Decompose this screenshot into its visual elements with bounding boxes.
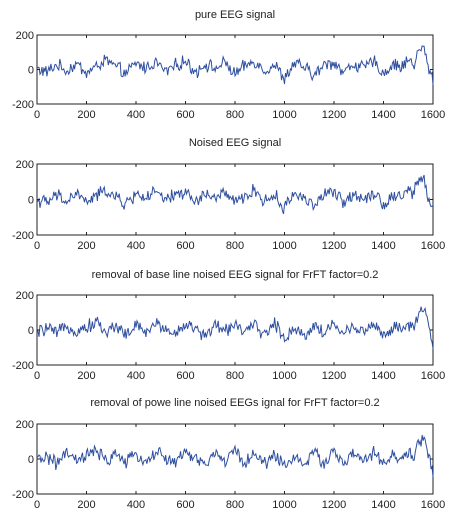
y-tick-label: -200 <box>12 230 34 242</box>
y-tick-label: -200 <box>12 99 34 111</box>
x-tick-label: 1600 <box>421 370 445 382</box>
x-tick-label: 0 <box>34 240 40 252</box>
x-tick-label: 800 <box>226 499 244 511</box>
signal-line <box>36 45 434 85</box>
x-tick-label: 0 <box>34 370 40 382</box>
x-tick-label: 600 <box>176 370 194 382</box>
x-tick-label: 0 <box>34 109 40 121</box>
y-tick-label: 0 <box>28 325 34 337</box>
subplot-title: Noised EEG signal <box>189 137 281 149</box>
x-tick-label: 400 <box>127 499 145 511</box>
x-tick-label: 0 <box>34 499 40 511</box>
x-tick-label: 1000 <box>272 370 296 382</box>
axes-box <box>36 34 434 105</box>
signal-line <box>36 306 434 349</box>
y-tick-label: 0 <box>28 454 34 466</box>
y-tick-label: 0 <box>28 195 34 207</box>
x-tick-label: 800 <box>226 109 244 121</box>
x-tick-label: 1200 <box>322 109 346 121</box>
x-tick-label: 1000 <box>272 240 296 252</box>
x-tick-label: 1200 <box>322 240 346 252</box>
x-tick-label: 400 <box>127 109 145 121</box>
x-tick-label: 800 <box>226 370 244 382</box>
x-tick-label: 200 <box>77 499 95 511</box>
x-tick-label: 1600 <box>421 499 445 511</box>
axes-box <box>36 294 434 366</box>
x-tick-label: 800 <box>226 240 244 252</box>
y-tick-label: -200 <box>12 360 34 372</box>
x-tick-label: 1200 <box>322 370 346 382</box>
y-tick-label: 200 <box>16 30 34 42</box>
signal-line <box>36 174 434 215</box>
x-tick-label: 1600 <box>421 240 445 252</box>
subplot-3: removal of base line noised EEG signal f… <box>12 269 445 382</box>
x-tick-label: 400 <box>127 370 145 382</box>
y-tick-label: 200 <box>16 290 34 302</box>
x-tick-label: 600 <box>176 109 194 121</box>
x-tick-label: 400 <box>127 240 145 252</box>
x-tick-label: 1200 <box>322 499 346 511</box>
x-tick-label: 600 <box>176 499 194 511</box>
x-tick-label: 1400 <box>371 109 395 121</box>
x-tick-label: 600 <box>176 240 194 252</box>
y-tick-label: 200 <box>16 159 34 171</box>
subplot-2: Noised EEG signal 0 200 400 600 800 1000 1200 14… <box>12 137 445 252</box>
x-tick-label: 200 <box>77 109 95 121</box>
x-tick-label: 1000 <box>272 109 296 121</box>
x-tick-label: 1400 <box>371 240 395 252</box>
x-tick-label: 1000 <box>272 499 296 511</box>
subplot-title: removal of powe line noised EEGs ignal f… <box>90 397 379 409</box>
y-tick-label: 200 <box>16 419 34 431</box>
x-tick-label: 1600 <box>421 109 445 121</box>
y-tick-label: 0 <box>28 65 34 77</box>
y-tick-label: -200 <box>12 489 34 501</box>
signal-line <box>36 434 434 477</box>
subplot-title: pure EEG signal <box>195 9 275 21</box>
x-tick-label: 200 <box>77 370 95 382</box>
axes-box <box>36 423 434 495</box>
subplot-1: pure EEG signal 0 200 400 600 800 1000 1200 1400… <box>12 9 445 121</box>
subplot-title: removal of base line noised EEG signal f… <box>92 269 379 281</box>
subplot-4: removal of powe line noised EEGs ignal f… <box>12 397 445 511</box>
x-tick-label: 1400 <box>371 370 395 382</box>
x-tick-label: 200 <box>77 240 95 252</box>
x-tick-label: 1400 <box>371 499 395 511</box>
